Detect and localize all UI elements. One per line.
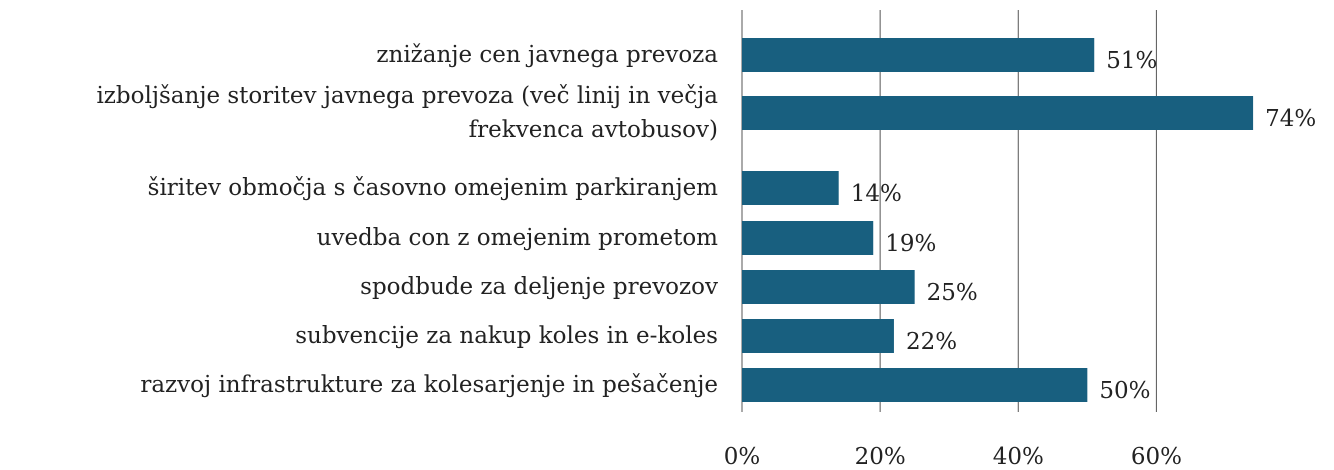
value-label: 22%: [906, 329, 957, 355]
category-label: uvedba con z omejenim prometom: [316, 225, 718, 251]
value-label: 14%: [851, 181, 902, 207]
value-label: 25%: [927, 280, 978, 306]
value-label: 19%: [885, 231, 936, 257]
x-tick-label: 20%: [855, 444, 906, 470]
bar: [742, 221, 874, 255]
value-label: 51%: [1106, 48, 1157, 74]
value-label: 74%: [1265, 106, 1316, 132]
category-label: subvencije za nakup koles in e-koles: [295, 323, 718, 349]
category-label: znižanje cen javnega prevoza: [376, 42, 718, 68]
category-label: razvoj infrastrukture za kolesarjenje in…: [140, 372, 718, 398]
category-label: izboljšanje storitev javnega prevoza (ve…: [96, 83, 718, 143]
value-label: 50%: [1099, 378, 1150, 404]
bar: [742, 171, 839, 205]
bar: [742, 270, 915, 304]
category-label: širitev območja s časovno omejenim parki…: [147, 175, 718, 201]
category-label: spodbude za deljenje prevozov: [360, 274, 718, 300]
bar: [742, 319, 894, 353]
bar: [742, 38, 1095, 72]
bar: [742, 368, 1088, 402]
x-tick-label: 0%: [724, 444, 761, 470]
bar: [742, 96, 1254, 130]
x-tick-label: 40%: [993, 444, 1044, 470]
x-tick-label: 60%: [1131, 444, 1182, 470]
